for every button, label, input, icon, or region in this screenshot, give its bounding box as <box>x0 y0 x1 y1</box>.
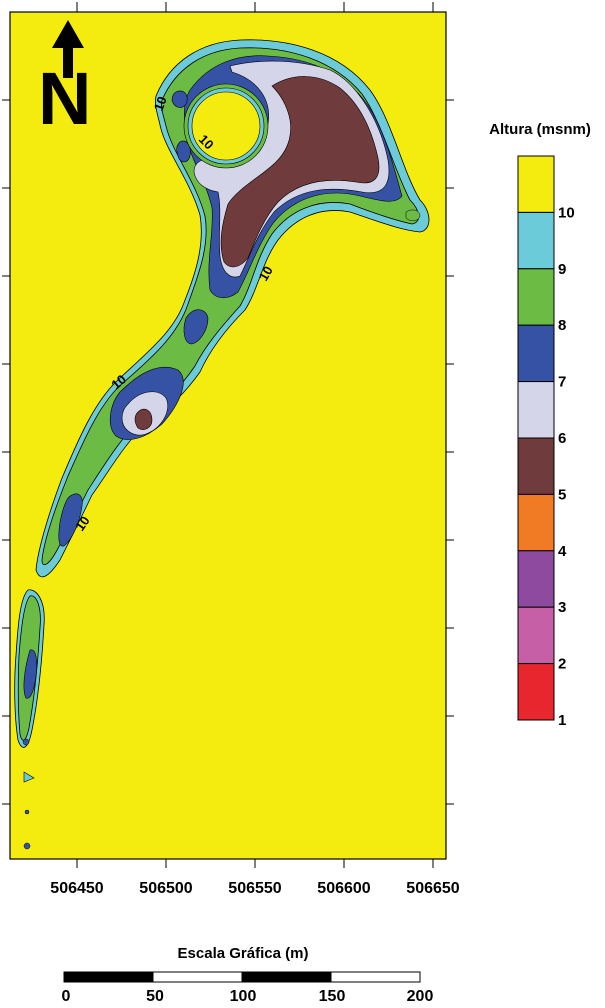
map-area: 10 10 10 10 10 N <box>2 2 460 897</box>
legend-label: 6 <box>558 430 566 447</box>
legend-label: 4 <box>558 543 567 560</box>
legend: Altura (msnm) 10 9 8 7 6 5 4 3 2 1 <box>489 121 591 729</box>
scale-label: 150 <box>319 988 346 1005</box>
scale-label: 0 <box>62 988 71 1005</box>
scale-bar: Escala Gráfica (m) 0 50 100 150 200 <box>62 945 434 1005</box>
scale-bar-segments <box>63 971 421 983</box>
scale-label: 200 <box>407 988 434 1005</box>
legend-label: 8 <box>558 317 566 334</box>
legend-swatch <box>517 324 555 383</box>
north-letter: N <box>38 57 91 140</box>
legend-label: 7 <box>558 374 566 391</box>
legend-swatch <box>517 550 555 608</box>
scale-label: 100 <box>230 988 257 1005</box>
legend-label: 3 <box>558 599 566 616</box>
contour-label: 10 <box>256 263 276 283</box>
islets <box>22 209 421 850</box>
legend-swatch <box>517 381 555 439</box>
x-tick-label: 506550 <box>228 880 281 897</box>
legend-swatches: 10 9 8 7 6 5 4 3 2 1 <box>517 155 575 729</box>
legend-label: 1 <box>558 712 566 729</box>
contour-label: 10 <box>151 94 170 113</box>
contour-level-5 <box>134 76 380 430</box>
crater-area <box>183 83 269 169</box>
contour-label: 10 <box>72 513 93 533</box>
x-tick-label: 506650 <box>406 880 459 897</box>
x-tick-label: 506500 <box>139 880 192 897</box>
legend-swatch <box>517 211 555 270</box>
x-tick-label: 506600 <box>317 880 370 897</box>
contour-labels: 10 10 10 10 10 <box>72 94 276 533</box>
legend-swatch <box>517 606 555 665</box>
legend-swatch <box>517 663 555 721</box>
legend-swatch <box>517 437 555 495</box>
scale-label: 50 <box>146 988 164 1005</box>
legend-label: 5 <box>558 486 566 503</box>
x-axis-labels: 506450 506500 506550 506600 506650 <box>50 880 459 897</box>
legend-swatch <box>517 268 555 326</box>
legend-swatch <box>517 155 555 213</box>
legend-title: Altura (msnm) <box>489 121 591 138</box>
legend-label: 9 <box>558 261 566 278</box>
map-frame <box>9 11 447 860</box>
x-tick-label: 506450 <box>50 880 103 897</box>
legend-label: 2 <box>558 656 566 673</box>
legend-swatch <box>517 493 555 552</box>
frame-ticks <box>2 2 454 868</box>
scale-title: Escala Gráfica (m) <box>178 945 309 962</box>
legend-label: 10 <box>558 204 575 221</box>
north-arrow-icon: N <box>38 20 91 140</box>
